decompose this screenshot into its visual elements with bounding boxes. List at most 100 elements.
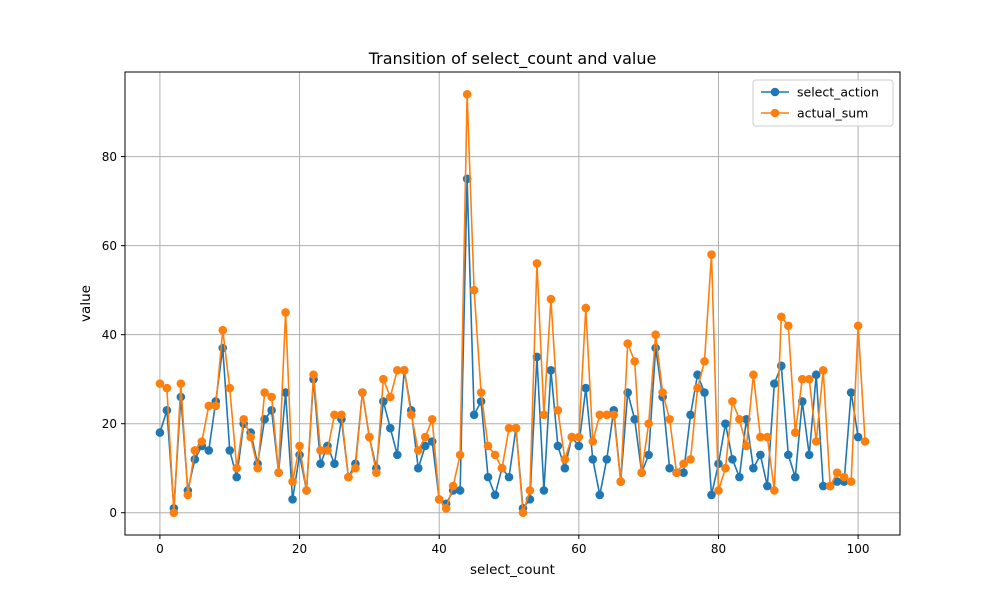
- data-point: [790, 428, 800, 437]
- x-tick-label: 60: [571, 542, 586, 556]
- data-point: [288, 495, 297, 504]
- data-point: [665, 414, 674, 424]
- data-point: [581, 383, 591, 393]
- data-point: [735, 414, 744, 424]
- data-point: [693, 383, 702, 393]
- x-tick-label: 40: [432, 542, 447, 556]
- data-point: [302, 486, 311, 495]
- x-tick-label: 0: [156, 542, 164, 556]
- data-point: [413, 446, 423, 455]
- legend-label: actual_sum: [797, 106, 868, 121]
- data-point: [811, 437, 821, 446]
- y-tick-label: 80: [102, 150, 117, 164]
- data-point: [337, 410, 346, 420]
- x-axis-label: select_count: [470, 562, 555, 578]
- data-point: [588, 437, 598, 446]
- data-point: [721, 419, 730, 429]
- data-point: [651, 330, 660, 339]
- data-point: [525, 486, 535, 495]
- data-point: [700, 388, 709, 397]
- plot-series: [155, 89, 870, 518]
- data-point: [274, 468, 283, 477]
- data-point: [644, 450, 653, 460]
- data-point: [246, 432, 255, 442]
- data-point: [372, 468, 381, 477]
- data-point: [532, 259, 542, 268]
- data-point: [225, 383, 235, 393]
- data-point: [588, 455, 598, 464]
- data-point: [651, 343, 660, 353]
- data-point: [714, 486, 723, 495]
- data-point: [344, 472, 353, 482]
- data-point: [155, 428, 165, 437]
- data-point: [351, 463, 360, 473]
- axis-ticks: 0 20 40 60 80 100 0 20 40 60 80: [102, 150, 870, 556]
- data-point: [295, 441, 304, 451]
- data-point: [406, 410, 416, 420]
- data-point: [707, 490, 716, 500]
- data-point: [811, 370, 821, 380]
- data-point: [679, 468, 688, 477]
- data-point: [358, 388, 367, 397]
- data-point: [546, 365, 556, 375]
- data-point: [623, 339, 633, 348]
- data-point: [386, 392, 395, 402]
- data-point: [790, 472, 800, 482]
- data-point: [700, 357, 709, 366]
- data-point: [399, 365, 409, 375]
- data-point: [672, 468, 681, 477]
- data-point: [770, 379, 779, 388]
- data-point: [756, 450, 765, 460]
- y-tick-label: 40: [102, 328, 117, 342]
- data-point: [225, 446, 235, 455]
- data-point: [386, 423, 395, 433]
- data-point: [756, 432, 765, 442]
- data-point: [316, 459, 325, 469]
- data-point: [392, 365, 402, 375]
- data-point: [190, 455, 200, 464]
- data-point: [392, 450, 402, 460]
- data-point: [511, 423, 521, 433]
- data-point: [232, 463, 242, 473]
- data-point: [218, 325, 228, 335]
- data-point: [728, 397, 737, 406]
- data-point: [281, 308, 290, 317]
- data-point: [560, 463, 570, 473]
- data-point: [476, 388, 486, 397]
- data-point: [490, 450, 500, 460]
- axes-frame: [124, 71, 901, 536]
- data-point: [183, 490, 193, 500]
- data-point: [420, 432, 430, 442]
- data-point: [595, 490, 605, 500]
- y-axis-label: value: [78, 285, 94, 322]
- data-point: [211, 401, 221, 411]
- y-tick-label: 60: [102, 239, 117, 253]
- data-point: [832, 468, 842, 477]
- legend-item-select_action: select_action: [761, 85, 879, 100]
- data-point: [162, 383, 172, 393]
- data-point: [853, 321, 863, 331]
- data-point: [839, 472, 849, 482]
- x-tick-label: 80: [711, 542, 726, 556]
- y-tick-label: 0: [109, 506, 117, 520]
- data-point: [190, 446, 200, 455]
- data-point: [539, 410, 549, 420]
- data-point: [197, 437, 207, 446]
- data-point: [490, 490, 500, 500]
- data-point: [560, 455, 570, 464]
- data-point: [469, 285, 479, 295]
- data-point: [602, 410, 612, 420]
- series-line: [159, 178, 859, 510]
- data-point: [155, 379, 165, 388]
- data-point: [169, 508, 179, 518]
- data-point: [330, 410, 339, 420]
- data-point: [323, 446, 332, 455]
- data-point: [232, 472, 242, 482]
- data-point: [853, 432, 863, 442]
- legend-label: select_action: [797, 85, 879, 100]
- data-point: [434, 495, 444, 504]
- data-point: [707, 250, 716, 259]
- data-point: [455, 486, 465, 495]
